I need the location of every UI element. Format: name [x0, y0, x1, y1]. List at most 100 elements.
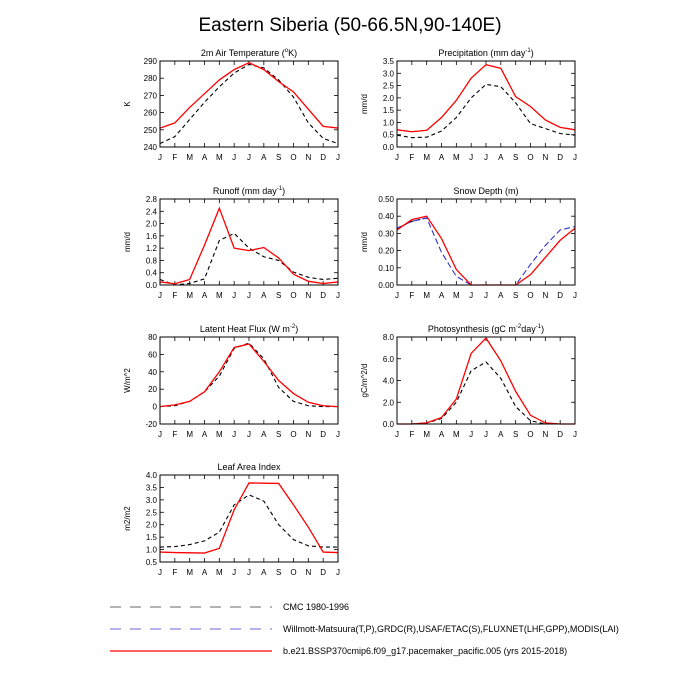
x-tick-label: O	[290, 568, 296, 577]
x-tick-label: A	[261, 291, 267, 300]
y-tick-label: 6.0	[383, 355, 395, 364]
series-line-obs2	[396, 217, 576, 286]
panel-title-text: day	[521, 324, 536, 334]
y-tick-label: 1.2	[146, 244, 158, 253]
plot-frame	[396, 60, 576, 148]
x-tick-label: A	[439, 291, 445, 300]
x-tick-label: A	[498, 291, 504, 300]
series-line-model	[397, 337, 575, 425]
series-line-obs	[159, 63, 339, 145]
series-line-model	[159, 206, 339, 285]
y-tick-label: 0.30	[378, 229, 394, 238]
y-tick-label: 260	[144, 109, 158, 118]
x-tick-label: O	[527, 430, 533, 439]
y-tick-label: 0.20	[378, 247, 394, 256]
panel-title-text: Precipitation (mm day	[438, 48, 526, 58]
x-tick-label: N	[542, 291, 548, 300]
x-tick-label: N	[305, 430, 311, 439]
y-tick-label: 3.0	[146, 496, 158, 505]
y-tick-label: 0.00	[378, 281, 394, 290]
panels: 2m Air Temperature (oK)24025026027028029…	[123, 48, 577, 577]
panel-title-text: Latent Heat Flux (W m	[200, 324, 290, 334]
x-tick-label: A	[202, 568, 208, 577]
y-tick-label: 4.0	[146, 471, 158, 480]
y-tick-label: 20	[148, 385, 157, 394]
x-tick-label: J	[232, 568, 236, 577]
x-tick-label: J	[158, 430, 162, 439]
x-tick-label: M	[423, 153, 430, 162]
x-tick-label: J	[232, 153, 236, 162]
series-line-model	[159, 62, 339, 129]
x-tick-label: J	[247, 291, 251, 300]
x-tick-label: J	[158, 153, 162, 162]
y-tick-label: 240	[144, 143, 158, 152]
y-tick-label: 0.40	[378, 212, 394, 221]
x-tick-label: F	[409, 430, 414, 439]
series-line-obs	[159, 232, 339, 286]
y-axis-label: gC/m^2/d	[360, 364, 369, 398]
x-tick-label: A	[202, 291, 208, 300]
x-tick-label: A	[202, 430, 208, 439]
y-tick-label: 80	[148, 333, 157, 342]
panel-title-text: )	[282, 186, 285, 196]
legend: CMC 1980-1996 Willmott-Matsuura(T,P),GRDC…	[110, 602, 619, 656]
series-line-obs	[397, 361, 575, 425]
panel-title-superscript: -1	[525, 48, 531, 54]
series-line-obs	[159, 494, 338, 548]
y-tick-label: 2.4	[146, 207, 158, 216]
x-tick-label: O	[527, 291, 533, 300]
y-tick-label: 0.0	[383, 143, 395, 152]
x-tick-label: S	[513, 291, 518, 300]
y-tick-label: 0	[153, 403, 158, 412]
series-line-model	[159, 343, 339, 408]
x-tick-label: A	[439, 153, 445, 162]
panel-title-text: K)	[288, 48, 297, 58]
series-line-model	[159, 482, 339, 554]
panel-title-superscript: o	[285, 48, 289, 54]
chart-panel-2: Precipitation (mm day-1) 0.0 0.5 1.0 1.5 2.0 2…	[360, 48, 577, 162]
x-tick-label: D	[320, 568, 326, 577]
y-tick-label: 40	[148, 368, 157, 377]
x-tick-label: M	[216, 430, 223, 439]
x-tick-label: M	[453, 291, 460, 300]
legend-entry: CMC 1980-1996	[110, 602, 349, 612]
x-tick-label: J	[573, 291, 577, 300]
series-line-obs	[396, 217, 427, 229]
panel-title: 2m Air Temperature (oK)	[201, 48, 297, 58]
x-tick-label: J	[469, 291, 473, 300]
y-tick-label: 0.0	[146, 281, 158, 290]
y-tick-label: 2.5	[383, 82, 395, 91]
y-tick-label: 2.0	[146, 220, 158, 229]
x-tick-label: J	[336, 568, 340, 577]
x-tick-label: N	[542, 430, 548, 439]
y-tick-label: 2.8	[146, 195, 158, 204]
chart-panel-3: Runoff (mm day-1) 0.0 0.4 0.8 1.2 1.6 2.0 2.4 2.…	[123, 186, 340, 300]
panel-title-text: )	[295, 324, 298, 334]
x-tick-label: M	[423, 430, 430, 439]
panel-title: Snow Depth (m)	[453, 186, 518, 196]
x-tick-label: J	[247, 430, 251, 439]
panel-title: Precipitation (mm day-1)	[438, 48, 533, 58]
x-tick-label: F	[172, 430, 177, 439]
x-tick-label: M	[186, 291, 193, 300]
y-tick-label: 0.0	[383, 420, 395, 429]
legend-label: b.e21.BSSP370cmip6.f09_g17.pacemaker_pac…	[283, 646, 567, 656]
y-tick-label: 0.8	[146, 256, 158, 265]
x-tick-label: D	[557, 430, 563, 439]
y-axis-label: K	[123, 101, 132, 107]
series-line-obs	[396, 83, 576, 139]
x-tick-label: F	[172, 291, 177, 300]
y-tick-label: 290	[144, 57, 158, 66]
chart-panel-5: Latent Heat Flux (W m-2) -20 0 20 40 60 80 W/m^…	[123, 324, 340, 439]
x-tick-label: F	[409, 291, 414, 300]
panel-title-text: Runoff (mm day	[213, 186, 277, 196]
legend-label: CMC 1980-1996	[283, 602, 349, 612]
chart-panel-1: 2m Air Temperature (oK) 240 250 260 270 280 29…	[123, 48, 340, 162]
chart-panel-6: Photosynthesis (gC m-2day-1) 0.0 2.0 4.0 6.0…	[360, 324, 577, 439]
y-tick-label: 4.0	[383, 377, 395, 386]
x-tick-label: J	[484, 291, 488, 300]
y-tick-label: 2.0	[383, 94, 395, 103]
panel-title-superscript: -2	[516, 324, 522, 330]
x-tick-label: J	[336, 291, 340, 300]
